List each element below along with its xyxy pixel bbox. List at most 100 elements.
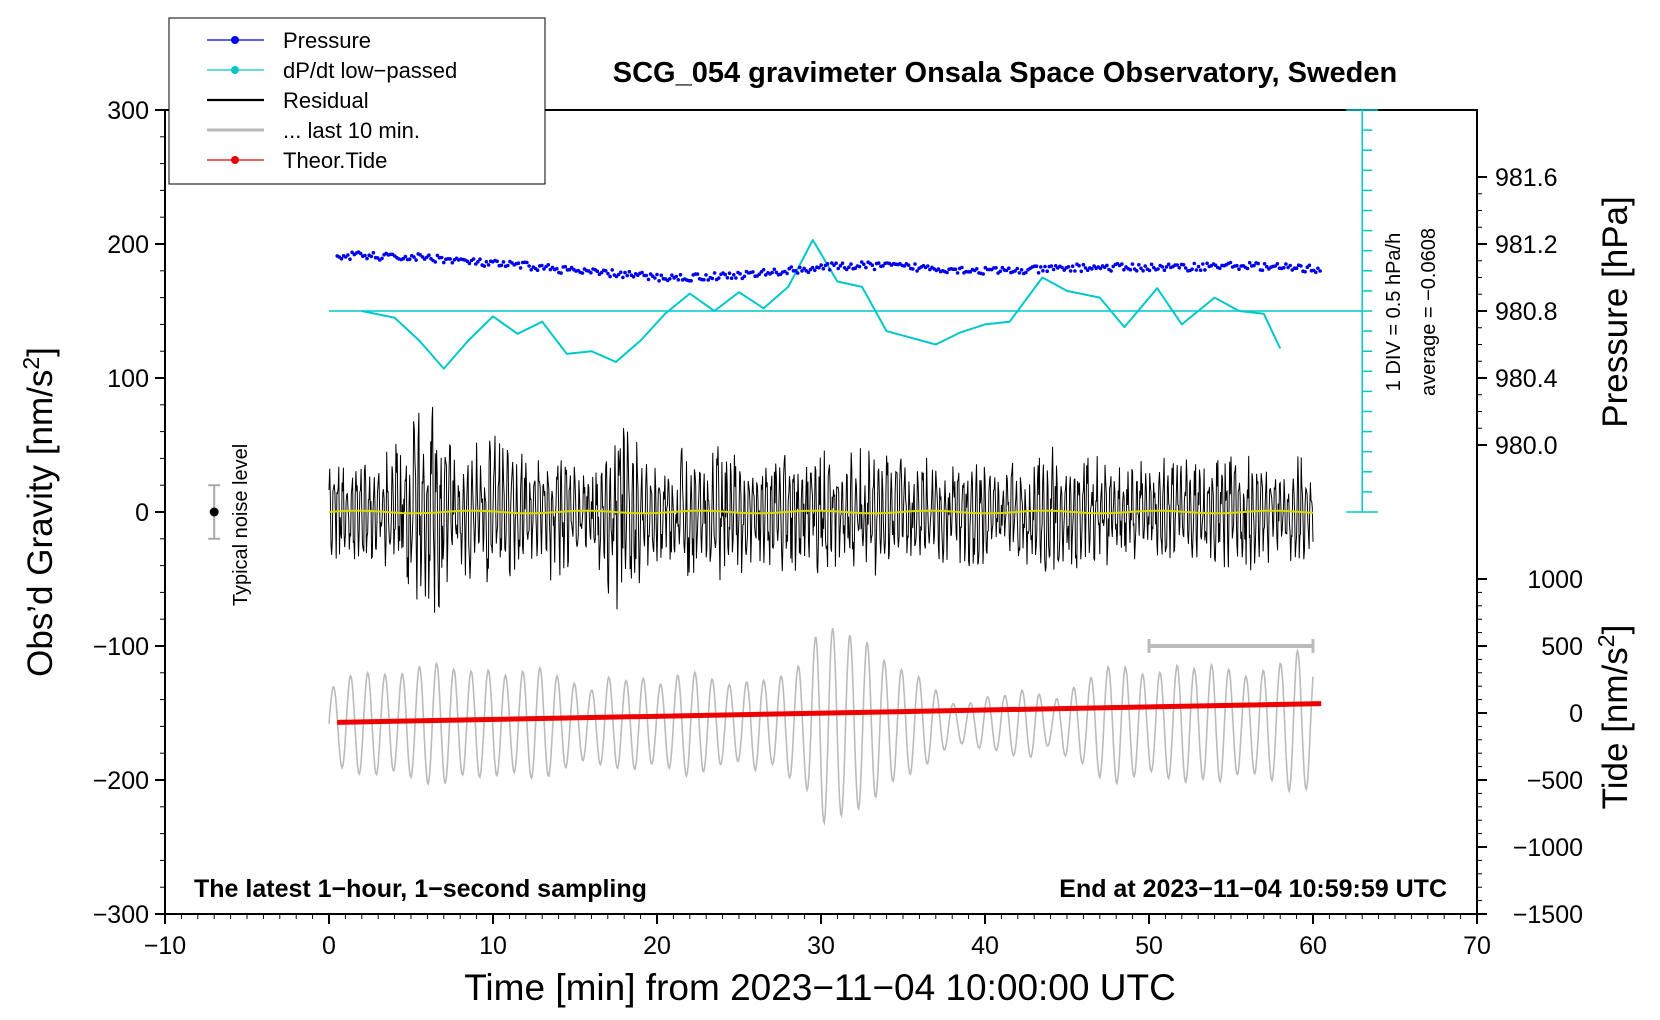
pressure-point xyxy=(906,263,911,268)
pressure-point xyxy=(849,262,853,266)
pressure-point xyxy=(1128,267,1133,272)
tide-axis-label: Tide [nm/s2] xyxy=(1593,625,1635,810)
pressure-point xyxy=(1024,270,1028,275)
pressure-point xyxy=(1314,270,1318,275)
pressure-point xyxy=(501,260,506,264)
pressure-point xyxy=(616,272,621,277)
pressure-point xyxy=(448,257,453,261)
pressure-point xyxy=(1194,268,1199,272)
pressure-point xyxy=(821,266,826,271)
pressure-point xyxy=(734,276,738,280)
pressure-point xyxy=(994,266,998,270)
pressure-point xyxy=(1049,264,1054,268)
legend-label: dP/dt low−passed xyxy=(283,58,457,83)
y-axis-label: Obs’d Gravity [nm/s2] xyxy=(18,347,60,677)
x-tick-label: 40 xyxy=(971,932,999,960)
pressure-point xyxy=(1143,264,1147,268)
pressure-point xyxy=(1045,269,1049,274)
pressure-point xyxy=(712,271,717,275)
pressure-point xyxy=(838,264,843,268)
pressure-point xyxy=(471,257,476,261)
pressure-point xyxy=(757,272,762,277)
legend-marker xyxy=(231,66,239,74)
pressure-point xyxy=(1177,266,1182,270)
y-tick-label: 100 xyxy=(107,365,149,393)
pressure-point xyxy=(625,273,629,278)
pressure-point xyxy=(644,273,649,278)
pressure-point xyxy=(1017,271,1022,275)
pressure-point xyxy=(1196,264,1201,269)
pressure-point xyxy=(834,261,838,266)
pressure-point xyxy=(864,265,868,270)
tide-series-line xyxy=(337,701,1322,725)
pressure-point xyxy=(1098,266,1103,271)
pressure-point xyxy=(706,278,710,282)
pressure-point xyxy=(1282,265,1286,270)
pressure-point xyxy=(926,264,930,268)
pressure-tick-label: 980.4 xyxy=(1495,365,1558,393)
x-tick-label: 30 xyxy=(807,932,835,960)
pressure-point xyxy=(717,276,721,280)
pressure-point xyxy=(369,254,374,259)
pressure-point xyxy=(772,267,777,272)
pressure-point xyxy=(610,268,614,272)
pressure-point xyxy=(608,274,612,279)
pressure-point xyxy=(981,272,985,276)
pressure-point xyxy=(1149,262,1154,267)
pressure-point xyxy=(535,268,540,273)
pressure-point xyxy=(559,271,563,275)
pressure-point xyxy=(836,266,840,271)
pressure-point xyxy=(1190,267,1194,272)
pressure-point xyxy=(738,272,742,276)
pressure-point xyxy=(1083,266,1088,270)
pressure-point xyxy=(798,265,802,270)
pressure-point xyxy=(785,271,789,276)
pressure-point xyxy=(1201,262,1205,266)
tide-tick-label: −1500 xyxy=(1513,901,1583,929)
pressure-point xyxy=(540,263,544,268)
pressure-point xyxy=(945,270,949,275)
pressure-point xyxy=(380,256,384,261)
dpdt-scale-label: 1 DIV = 0.5 hPa/h xyxy=(1383,233,1405,391)
pressure-point xyxy=(1062,268,1066,272)
legend-label: Theor.Tide xyxy=(283,148,387,173)
x-tick-label: 0 xyxy=(322,932,336,960)
pressure-point xyxy=(1085,268,1090,273)
pressure-point xyxy=(813,268,817,273)
pressure-point xyxy=(442,260,446,265)
y-axis-label-sup: 2 xyxy=(18,357,44,370)
pressure-point xyxy=(550,265,555,270)
pressure-point xyxy=(729,276,734,281)
pressure-point xyxy=(348,257,352,262)
pressure-point xyxy=(1070,264,1075,269)
pressure-point xyxy=(1043,264,1047,269)
pressure-point xyxy=(433,260,438,264)
pressure-point xyxy=(1147,268,1152,273)
pressure-point xyxy=(1303,269,1307,274)
pressure-point xyxy=(678,272,683,277)
pressure-point xyxy=(365,256,369,261)
pressure-point xyxy=(774,270,779,275)
pressure-point xyxy=(704,273,708,277)
pressure-point xyxy=(936,267,941,271)
pressure-point xyxy=(676,278,681,282)
y-tick-label: 0 xyxy=(135,499,149,527)
pressure-point xyxy=(1004,268,1009,273)
pressure-point xyxy=(482,264,487,268)
annotation-sampling: The latest 1−hour, 1−second sampling xyxy=(194,875,647,903)
tide-tick-label: 500 xyxy=(1541,633,1583,661)
pressure-point xyxy=(339,256,344,261)
pressure-point xyxy=(1256,261,1260,266)
pressure-point xyxy=(710,276,715,281)
pressure-point xyxy=(486,263,491,267)
pressure-point xyxy=(819,263,823,267)
pressure-point xyxy=(595,269,600,274)
pressure-point xyxy=(1294,266,1299,271)
pressure-tick-label: 981.2 xyxy=(1495,231,1558,259)
pressure-point xyxy=(810,265,815,270)
pressure-point xyxy=(1122,267,1126,272)
pressure-point xyxy=(1079,269,1084,274)
pressure-point xyxy=(525,260,529,265)
pressure-point xyxy=(1015,266,1020,271)
pressure-point xyxy=(363,253,367,258)
